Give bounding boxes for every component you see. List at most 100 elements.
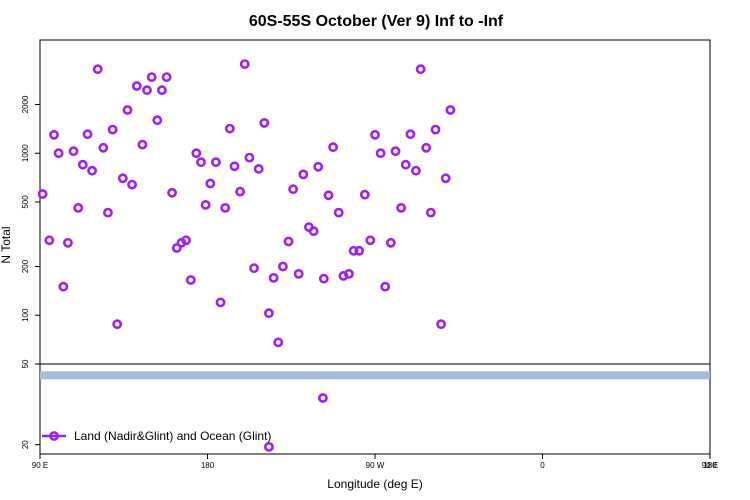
data-point (445, 105, 456, 115)
x-tick-label: 0 (540, 461, 545, 470)
data-point (365, 235, 376, 246)
data-point (415, 64, 426, 75)
data-point (259, 118, 270, 128)
data-point (152, 115, 163, 126)
data-point (87, 165, 97, 176)
data-point (112, 319, 123, 330)
x-tick-label: 90 W (366, 461, 385, 470)
data-point (181, 235, 191, 246)
data-point (283, 236, 294, 247)
data-point (156, 85, 167, 96)
x-tick-label: 180 (703, 461, 717, 470)
lower-y-tick-label: 20 (21, 440, 30, 449)
data-point (244, 152, 255, 163)
data-point (37, 189, 48, 199)
data-point (436, 319, 446, 330)
data-point (318, 273, 329, 284)
data-point (229, 161, 240, 172)
data-point (268, 272, 279, 283)
x-tick-label: 180 (201, 461, 215, 470)
data-point (288, 184, 298, 195)
data-point (131, 81, 142, 91)
data-point (92, 64, 103, 75)
data-point (137, 139, 148, 150)
data-point (385, 237, 396, 248)
data-point (210, 157, 221, 168)
data-point (277, 261, 288, 272)
data-point (370, 129, 380, 140)
legend-marker (49, 431, 59, 441)
data-point (220, 202, 231, 213)
data-point (298, 169, 309, 180)
data-point (323, 190, 334, 201)
data-point (103, 207, 113, 218)
data-point (215, 297, 226, 308)
data-point (82, 129, 93, 140)
data-point (122, 105, 133, 115)
data-point (359, 189, 370, 200)
data-point (117, 173, 128, 184)
legend-label: Land (Nadir&Glint) and Ocean (Glint) (74, 429, 271, 443)
data-point (77, 159, 88, 170)
data-point (196, 157, 206, 168)
data-point (313, 161, 324, 172)
upper-points (37, 59, 456, 348)
data-point (146, 72, 157, 82)
data-point (263, 441, 274, 452)
data-point (380, 281, 391, 292)
data-point (98, 142, 109, 153)
lower-y-axis: 20 (21, 440, 40, 449)
data-point (73, 202, 84, 213)
data-point (44, 235, 55, 246)
data-point (235, 186, 245, 197)
data-point (343, 268, 354, 279)
data-point (68, 146, 79, 157)
data-point (348, 245, 359, 256)
chart-title: 60S-55S October (Ver 9) Inf to -Inf (249, 13, 504, 30)
data-point (239, 59, 250, 69)
data-point (127, 179, 137, 190)
data-point (58, 281, 69, 292)
data-point (400, 159, 411, 170)
x-tick-label: 90 E (702, 461, 718, 470)
data-point (273, 337, 284, 348)
coverage-band (40, 371, 710, 380)
data-point (142, 85, 152, 96)
x-tick-label: 90 E (32, 461, 48, 470)
upper-y-tick-label: 2000 (21, 95, 30, 113)
data-point (328, 142, 338, 153)
data-point (63, 237, 73, 248)
data-point (107, 124, 118, 135)
upper-y-tick-label: 500 (21, 195, 30, 209)
data-point (425, 207, 436, 218)
data-point (333, 207, 344, 218)
data-point (410, 165, 421, 176)
data-point (421, 142, 432, 153)
upper-y-tick-label: 50 (21, 359, 30, 368)
data-point (293, 268, 304, 279)
data-point (396, 202, 406, 213)
data-point (53, 148, 64, 159)
data-point (440, 173, 451, 184)
data-point (263, 308, 274, 319)
legend: Land (Nadir&Glint) and Ocean (Glint) (42, 429, 271, 443)
data-point (191, 148, 202, 159)
y-axis-label: N Total (0, 226, 13, 263)
data-point (308, 226, 319, 237)
data-point (224, 123, 235, 134)
data-point (430, 124, 441, 135)
data-point (405, 129, 416, 140)
data-point (185, 275, 196, 285)
data-point (205, 178, 216, 189)
data-point (167, 187, 177, 198)
upper-y-tick-label: 200 (21, 259, 30, 273)
data-point (354, 245, 365, 256)
data-point (249, 263, 259, 274)
lower-points (263, 393, 328, 452)
data-point (390, 146, 401, 157)
data-point (375, 148, 386, 159)
upper-y-axis: 50 100 200 500 1000 2000 (21, 95, 40, 368)
